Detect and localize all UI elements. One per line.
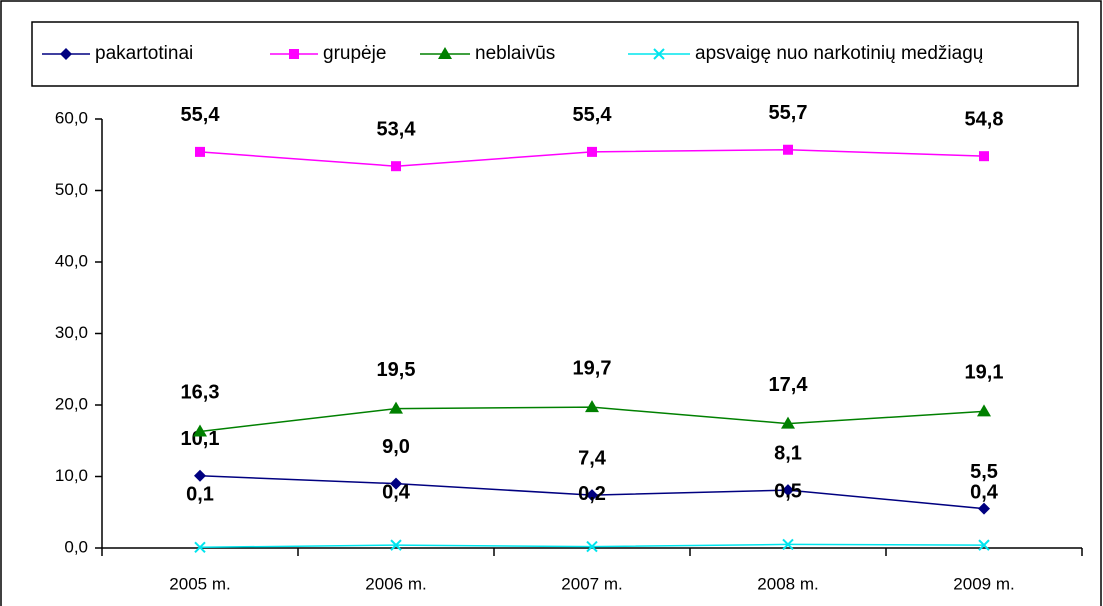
data-point [586, 489, 598, 502]
x-tick-label: 2006 m. [365, 574, 426, 593]
x-tick-label: 2007 m. [561, 574, 622, 593]
data-label: 0,1 [186, 484, 214, 506]
data-label: 0,4 [382, 481, 411, 503]
data-point [978, 502, 990, 515]
data-point [194, 541, 206, 553]
data-point [390, 539, 402, 551]
data-point [979, 151, 989, 162]
legend-label: neblaivūs [475, 43, 555, 64]
data-point [389, 401, 403, 414]
legend-marker [653, 48, 665, 60]
data-label: 55,7 [769, 102, 808, 124]
data-label: 0,2 [578, 483, 606, 505]
data-label: 55,4 [181, 104, 221, 126]
data-label: 5,5 [970, 461, 998, 483]
data-point [585, 400, 599, 413]
data-label: 55,4 [573, 104, 613, 126]
data-point [782, 484, 794, 497]
data-point [390, 477, 402, 490]
data-point [194, 469, 206, 482]
y-tick-label: 10,0 [55, 466, 88, 485]
legend-marker [289, 49, 299, 59]
legend-label: pakartotinai [95, 43, 193, 64]
data-label: 17,4 [769, 374, 809, 396]
data-point [587, 146, 597, 157]
x-tick-label: 2009 m. [953, 574, 1014, 593]
data-label: 0,5 [774, 481, 802, 503]
data-label: 7,4 [578, 447, 607, 469]
data-point [977, 404, 991, 417]
data-point [978, 539, 990, 551]
y-tick-label: 20,0 [55, 394, 88, 413]
data-point [193, 424, 207, 437]
legend-box [31, 21, 1079, 87]
data-label: 16,3 [181, 382, 220, 404]
data-label: 8,1 [774, 442, 802, 464]
data-label: 19,1 [965, 362, 1004, 384]
y-tick-label: 0,0 [64, 537, 88, 556]
data-label: 0,4 [970, 481, 999, 503]
data-label: 9,0 [382, 436, 410, 458]
data-point [782, 538, 794, 551]
data-point [781, 416, 795, 429]
y-tick-label: 50,0 [55, 180, 88, 199]
data-label: 19,5 [377, 359, 416, 381]
data-label: 19,7 [573, 357, 612, 379]
y-tick-label: 60,0 [55, 108, 88, 127]
legend-label: apsvaigę nuo narkotinių medžiagų [695, 43, 983, 64]
x-tick-label: 2008 m. [757, 574, 818, 593]
y-tick-label: 30,0 [55, 323, 88, 342]
data-label: 54,8 [965, 108, 1004, 130]
data-point [391, 161, 401, 172]
x-tick-label: 2005 m. [169, 574, 230, 593]
legend-marker [438, 47, 452, 59]
data-point [195, 146, 205, 157]
data-point [586, 540, 598, 553]
data-label: 10,1 [181, 428, 220, 450]
data-point [783, 144, 793, 155]
y-tick-label: 40,0 [55, 251, 88, 270]
legend-label: grupėje [323, 43, 386, 64]
data-label: 53,4 [377, 118, 417, 140]
legend-marker [60, 48, 72, 60]
